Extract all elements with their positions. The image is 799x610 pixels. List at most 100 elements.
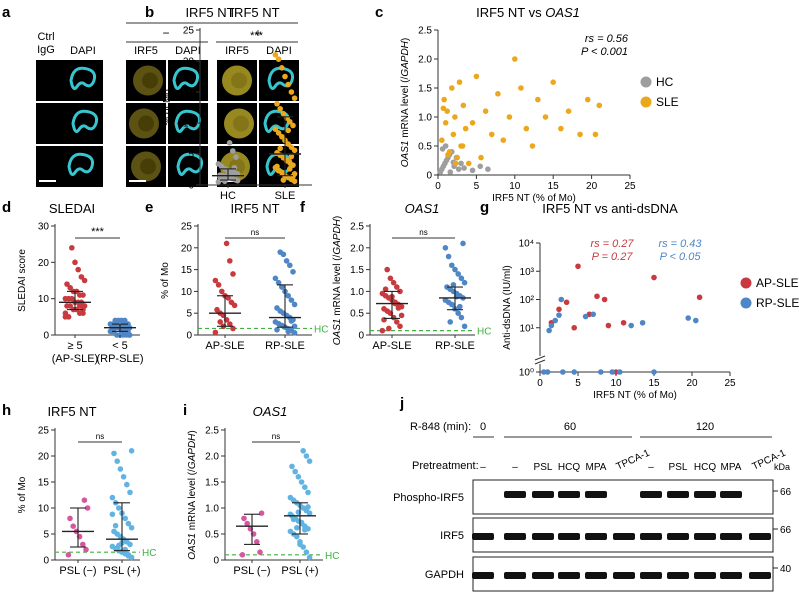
data-point <box>125 552 132 558</box>
blot-band <box>504 533 526 540</box>
data-point <box>552 317 558 324</box>
data-point <box>458 160 464 167</box>
data-point <box>253 539 260 545</box>
data-point <box>478 154 484 161</box>
dapi-label-1: DAPI <box>70 45 96 57</box>
panel-letter-e: e <box>145 199 153 216</box>
data-point <box>67 515 73 522</box>
data-point <box>523 125 530 132</box>
legend-marker <box>640 96 652 108</box>
irf5-nucleus-region <box>142 72 158 89</box>
blot-band <box>558 533 580 540</box>
data-point <box>275 279 282 286</box>
data-point <box>461 165 467 171</box>
x-tick-label: 20 <box>586 181 598 192</box>
y-tick-label: 15 <box>38 478 50 489</box>
blot-band <box>532 572 554 579</box>
data-point <box>485 166 491 172</box>
data-point <box>651 274 657 281</box>
data-point <box>282 73 288 80</box>
blot-band <box>640 572 662 579</box>
stat-rp-rs: rs = 0.43 <box>658 238 702 250</box>
data-point <box>628 322 634 329</box>
data-point <box>544 369 551 375</box>
data-point <box>558 125 564 132</box>
nucleus-stain <box>174 109 202 133</box>
data-point <box>75 266 81 273</box>
data-point <box>234 177 241 184</box>
blot-band <box>667 491 689 498</box>
legend-marker <box>640 76 652 88</box>
y-tick-label: 25 <box>181 222 193 233</box>
data-point <box>217 319 223 325</box>
data-point <box>452 266 458 273</box>
y-tick-label: 0 <box>186 331 192 342</box>
y-label-end: ) <box>400 38 411 41</box>
data-point <box>477 163 484 170</box>
data-point <box>212 329 219 336</box>
data-point <box>473 73 480 80</box>
data-point <box>455 166 462 172</box>
data-point <box>84 505 91 511</box>
y-tick-label: 10⁰ <box>519 368 534 379</box>
data-point <box>127 489 133 496</box>
data-point <box>111 528 117 535</box>
data-point <box>228 299 235 306</box>
data-point <box>294 524 300 531</box>
y-tick-label: 5 <box>186 309 192 320</box>
y-tick-label: 10⁴ <box>519 239 534 250</box>
y-axis-label: SLEDAI score <box>17 249 28 312</box>
data-point <box>280 110 287 117</box>
data-point <box>440 105 447 112</box>
nucleus-stain <box>71 109 99 133</box>
data-point <box>227 321 233 327</box>
irf5-stain <box>222 65 252 96</box>
data-point <box>112 522 119 529</box>
data-point <box>111 450 117 457</box>
legend-label: HC <box>656 75 674 89</box>
blot-band <box>504 491 526 498</box>
data-point <box>279 65 285 71</box>
data-point <box>291 323 298 330</box>
title-plain: IRF5 NT vs <box>476 5 545 20</box>
data-point <box>65 314 72 320</box>
data-point <box>387 275 394 282</box>
y-label-italic-2: GAPDH <box>332 218 343 254</box>
data-point <box>83 546 89 553</box>
panel-j-western-blot: j R-848 (min): 0 60 120 Pretreatment: – –… <box>393 395 792 592</box>
stat-ap-rs: rs = 0.27 <box>590 238 634 250</box>
panel-letter-a: a <box>2 4 11 21</box>
data-point <box>518 85 524 91</box>
data-point <box>556 312 562 318</box>
y-tick-label: 10 <box>181 287 193 298</box>
y-label-italic: OAS1 <box>332 319 343 346</box>
blot-band <box>613 533 635 540</box>
lane-label: MPA <box>586 462 607 473</box>
data-point <box>571 369 577 375</box>
data-point <box>215 179 222 185</box>
y-tick-label: 20 <box>38 452 50 463</box>
legend-marker <box>740 277 752 289</box>
y-tick-label: 20 <box>38 258 50 269</box>
data-point <box>287 528 294 535</box>
data-point <box>620 319 627 326</box>
pretreatment-label: Pretreatment: <box>412 460 479 472</box>
kda-label: kDa <box>774 462 790 472</box>
blot-band <box>694 533 716 540</box>
chart-title: OAS1 <box>253 404 288 419</box>
lane-label: – <box>512 462 518 473</box>
data-point <box>460 240 466 247</box>
blot-label: GAPDH <box>425 569 464 581</box>
data-point <box>582 313 589 320</box>
y-tick-label: 0.5 <box>205 530 219 541</box>
nucleus-stain <box>67 152 95 176</box>
y-axis-label: % of Mo <box>162 89 173 126</box>
x-tick-label: 20 <box>686 378 698 389</box>
data-point <box>696 294 703 301</box>
stat-p: P < 0.001 <box>581 46 628 58</box>
data-point <box>305 489 311 496</box>
blot-label: IRF5 <box>440 530 464 542</box>
lane-label: HCQ <box>694 462 716 473</box>
y-tick-label: 25 <box>38 426 50 437</box>
data-point <box>81 497 88 504</box>
